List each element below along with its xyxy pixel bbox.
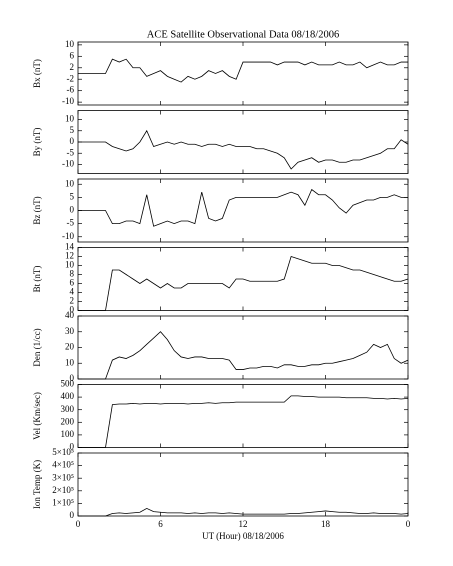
y-tick-label: 200 xyxy=(61,416,75,426)
x-tick-label: 0 xyxy=(406,519,411,529)
y-tick-label: 20 xyxy=(65,342,75,352)
y-tick-label: 5 xyxy=(70,125,75,135)
y-tick-label: 1×10⁵ xyxy=(52,497,74,507)
panel-frame xyxy=(77,110,409,174)
y-tick-label: 10 xyxy=(65,260,75,270)
y-tick-label: 0 xyxy=(70,373,75,383)
data-line xyxy=(78,58,408,83)
y-tick-label: -5 xyxy=(67,218,75,228)
y-tick-label: 100 xyxy=(61,429,75,439)
y-tick-label: -5 xyxy=(67,147,75,157)
x-tick-label: 18 xyxy=(321,519,331,529)
x-tick-label: 12 xyxy=(239,519,248,529)
y-axis-label: Vel (Km/sec) xyxy=(32,392,42,440)
panel-frame xyxy=(77,452,409,517)
y-tick-label: 2 xyxy=(70,62,75,72)
y-axis-label: By (nT) xyxy=(32,128,42,157)
y-axis-label: Bx (nT) xyxy=(32,59,42,88)
panel-frame xyxy=(77,384,409,448)
data-line xyxy=(78,129,409,170)
data-line xyxy=(78,255,409,311)
y-tick-label: 4 xyxy=(70,287,75,297)
data-line xyxy=(78,331,409,380)
y-tick-label: 0 xyxy=(70,205,75,215)
y-tick-label: 400 xyxy=(61,391,75,401)
y-tick-label: 10 xyxy=(65,178,75,188)
y-tick-label: 5×10⁵ xyxy=(52,447,74,457)
y-tick-label: 0 xyxy=(70,510,75,520)
y-tick-label: 2×10⁵ xyxy=(52,485,74,495)
y-tick-label: 300 xyxy=(61,404,75,414)
y-tick-label: 10 xyxy=(65,39,75,49)
data-line xyxy=(78,188,408,227)
y-tick-label: -10 xyxy=(62,159,74,169)
y-axis-label: Bz (nT) xyxy=(32,196,42,224)
y-axis-label: Bt (nT) xyxy=(32,266,42,293)
y-axis-label: Den (1/cc) xyxy=(32,328,42,366)
y-tick-label: -6 xyxy=(67,85,75,95)
x-axis-label: UT (Hour) 08/18/2006 xyxy=(202,531,284,541)
y-tick-label: 0 xyxy=(70,136,75,146)
y-tick-label: 10 xyxy=(65,357,75,367)
y-tick-label: 5 xyxy=(70,191,75,201)
y-tick-label: 500 xyxy=(61,379,75,389)
y-tick-label: -2 xyxy=(67,73,75,83)
x-tick-label: 6 xyxy=(158,519,163,529)
y-tick-label: 30 xyxy=(65,326,75,336)
y-tick-label: 6 xyxy=(70,50,75,60)
y-tick-label: 12 xyxy=(65,251,74,261)
y-tick-label: -10 xyxy=(62,231,74,241)
y-tick-label: 0 xyxy=(70,305,75,315)
y-axis-label: Ion Temp (K) xyxy=(32,460,42,509)
y-tick-label: 10 xyxy=(65,114,75,124)
y-tick-label: 14 xyxy=(65,242,75,252)
y-tick-label: 0 xyxy=(70,442,75,452)
chart-title: ACE Satellite Observational Data 08/18/2… xyxy=(147,29,339,40)
data-line xyxy=(78,507,409,517)
panel-frame xyxy=(77,41,409,106)
data-line xyxy=(78,395,409,448)
panel-frame xyxy=(77,178,409,243)
x-tick-label: 0 xyxy=(76,519,81,529)
y-tick-label: 3×10⁵ xyxy=(52,472,74,482)
y-tick-label: 40 xyxy=(65,310,75,320)
y-tick-label: 8 xyxy=(70,269,75,279)
y-tick-label: 6 xyxy=(70,278,75,288)
y-tick-label: 4×10⁵ xyxy=(52,460,74,470)
y-tick-label: -10 xyxy=(62,96,74,106)
y-tick-label: 2 xyxy=(70,296,75,306)
